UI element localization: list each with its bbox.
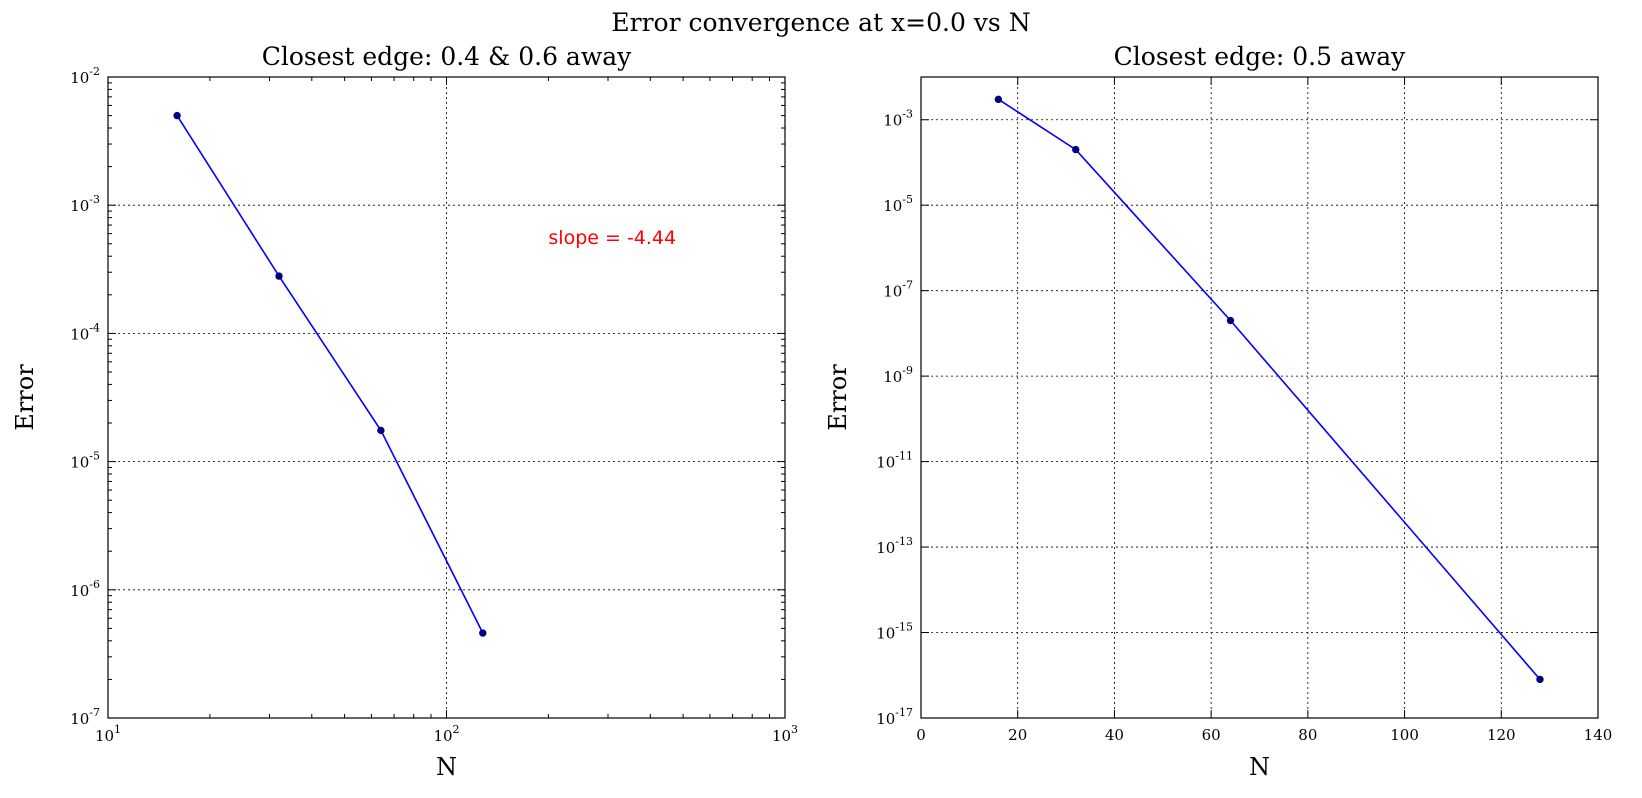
right-y-tick-label-exponent: -9 (902, 364, 913, 377)
left-x-tick-label: 102 (433, 723, 459, 745)
left-y-tick-label-exponent: -2 (89, 65, 100, 78)
left-y-tick-label-exponent: -7 (89, 706, 100, 719)
right-y-tick-label: 10-15 (876, 621, 913, 643)
left-data-point (377, 426, 385, 435)
left-x-tick-label-base: 10 (433, 727, 452, 745)
right-y-tick-label-exponent: -15 (895, 621, 913, 634)
left-data-point (173, 111, 181, 120)
right-y-tick-label-exponent: -7 (902, 279, 913, 292)
right-y-tick-label-base: 10 (876, 710, 895, 728)
left-data-point (275, 272, 283, 280)
right-y-tick-label-exponent: -17 (895, 706, 913, 719)
left-x-axis-label: N (436, 753, 457, 781)
right-y-tick-label-base: 10 (876, 539, 895, 557)
left-data-point (479, 629, 487, 637)
left-y-tick-label-base: 10 (70, 325, 89, 343)
figure-suptitle: Error convergence at x=0.0 vs N (611, 8, 1030, 37)
right-y-tick-label-base: 10 (883, 197, 902, 215)
right-x-tick-label: 80 (1298, 726, 1317, 744)
left-y-tick-label-base: 10 (70, 197, 89, 215)
right-y-tick-label: 10-7 (883, 279, 913, 301)
right-y-tick-label-base: 10 (883, 368, 902, 386)
right-y-tick-label-exponent: -5 (902, 193, 913, 206)
left-x-tick-label-base: 10 (772, 727, 791, 745)
right-y-tick-label: 10-3 (883, 108, 913, 130)
right-x-tick-label: 20 (1008, 726, 1027, 744)
right-x-tick-label: 140 (1584, 726, 1613, 744)
right-y-tick-label: 10-13 (876, 535, 913, 557)
left-series-line (176, 115, 484, 634)
left-x-tick-label-exponent: 3 (791, 723, 798, 736)
left-x-tick-label: 103 (772, 723, 798, 745)
left-y-tick-label: 10-4 (70, 321, 100, 343)
left-y-tick-label-exponent: -3 (89, 193, 100, 206)
right-y-tick-label-base: 10 (876, 625, 895, 643)
right-x-tick-label: 40 (1105, 726, 1124, 744)
left-plot-frame (107, 76, 786, 719)
right-y-tick-label-base: 10 (883, 283, 902, 301)
chart-panel-right: 0 20 40 60 80 100 120 14010-1710-1510-1310-1110… (824, 42, 1612, 781)
right-y-tick-label-base: 10 (876, 454, 895, 472)
right-plot-frame (920, 76, 1599, 719)
left-y-tick-label-base: 10 (70, 582, 89, 600)
right-y-tick-label-base: 10 (883, 112, 902, 130)
left-y-tick-label: 10-7 (70, 706, 100, 728)
left-y-axis-label: Error (11, 364, 39, 431)
left-y-tick-label-base: 10 (70, 710, 89, 728)
right-x-axis-label: N (1249, 753, 1270, 781)
right-y-tick-label: 10-9 (883, 364, 913, 386)
left-x-tick-label-exponent: 2 (453, 723, 460, 736)
right-data-point (1226, 316, 1235, 325)
right-y-tick-label: 10-5 (883, 193, 913, 215)
right-y-tick-label-exponent: -11 (895, 450, 913, 463)
right-data-point (1072, 145, 1080, 154)
right-x-tick-label: 120 (1487, 726, 1516, 744)
right-x-tick-label: 0 (916, 726, 926, 744)
right-data-point (994, 95, 1003, 104)
right-panel-title: Closest edge: 0.5 away (1114, 42, 1407, 71)
left-y-tick-label: 10-6 (70, 578, 100, 600)
left-panel-title: Closest edge: 0.4 & 0.6 away (262, 42, 632, 71)
left-y-tick-label: 10-2 (70, 65, 100, 87)
left-y-tick-label-exponent: -6 (89, 578, 100, 591)
right-x-tick-label: 60 (1202, 726, 1221, 744)
left-x-tick-label: 101 (95, 723, 121, 745)
left-y-tick-label-base: 10 (70, 454, 89, 472)
right-y-tick-label: 10-11 (876, 450, 913, 472)
right-y-tick-label-exponent: -13 (895, 535, 913, 548)
left-x-tick-label-exponent: 1 (114, 723, 121, 736)
right-series-line (997, 98, 1541, 680)
left-y-tick-label: 10-3 (70, 193, 100, 215)
right-y-tick-label-exponent: -3 (902, 108, 913, 121)
left-y-tick-label: 10-5 (70, 450, 100, 472)
left-y-tick-label-exponent: -4 (89, 321, 100, 334)
right-y-axis-label: Error (824, 364, 852, 431)
left-slope-annotation: slope = -4.44 (548, 227, 676, 249)
left-y-tick-label-exponent: -5 (89, 450, 100, 463)
left-y-tick-label-base: 10 (70, 69, 89, 87)
right-x-tick-label: 100 (1390, 726, 1419, 744)
left-x-tick-label-base: 10 (95, 727, 114, 745)
right-data-point (1536, 675, 1544, 684)
right-y-tick-label: 10-17 (876, 706, 913, 728)
